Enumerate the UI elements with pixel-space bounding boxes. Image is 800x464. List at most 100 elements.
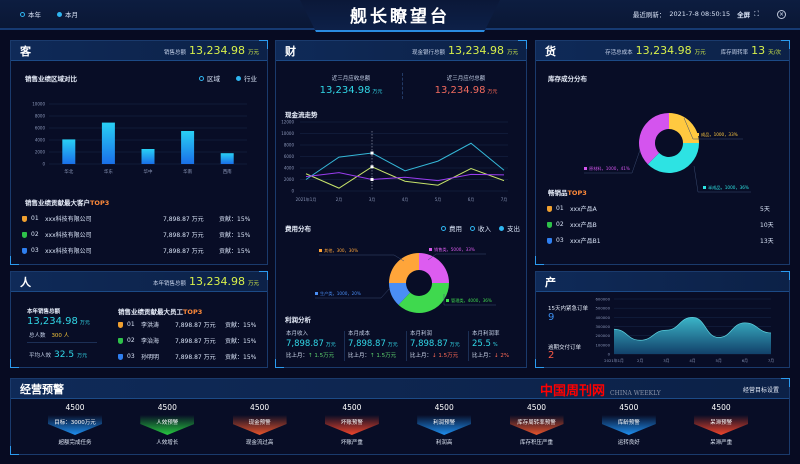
- stat-unit: 万元: [247, 50, 259, 56]
- top-suffix: TOP3: [567, 189, 587, 197]
- rank-row[interactable]: 03 孙明明 7,898.87 万元 贡献：15%: [118, 352, 256, 361]
- people-panel: 人 本年销售总额 13,234.98 万元 本年销售总额 13,234.98 万元 …: [10, 271, 268, 368]
- alert-badge: 呆滞预警: [694, 415, 749, 435]
- expense-legend: 费用 收入 支出: [441, 223, 520, 233]
- x-tick-label: 4月: [689, 358, 695, 363]
- alert-item[interactable]: 4500 利润预警 利润高: [414, 403, 474, 446]
- legend-industry[interactable]: 行业: [236, 73, 257, 83]
- arrow-down-icon: ↓: [494, 353, 499, 359]
- fullscreen-button[interactable]: 全屏: [737, 11, 751, 19]
- rank-row[interactable]: 02 xxx产品B 10天: [547, 220, 774, 229]
- panel-header: 财 现金银行总额 13,234.98 万元: [276, 41, 526, 61]
- top-customers-title: 销售业绩贡献最大客户TOP3: [25, 197, 109, 207]
- rank-row[interactable]: 03 xxx科技有限公司 7,898.87 万元 贡献：15%: [22, 246, 250, 255]
- stat-value: 13,234.98: [189, 275, 245, 288]
- panel-header: 客 销售总额 13,234.98 万元: [11, 41, 267, 61]
- settings-link[interactable]: 经营目标设置: [742, 387, 779, 394]
- leader-line: [427, 253, 486, 261]
- y-tick-label: 10000: [32, 102, 45, 107]
- filter-this-month[interactable]: 本月: [57, 9, 78, 19]
- donut-slice: [669, 113, 699, 143]
- compare-label: 比上月：: [348, 353, 371, 359]
- slice-label: 其他，300，30%: [324, 247, 358, 254]
- x-tick-label: 华东: [104, 168, 113, 175]
- top-title: 销售业绩贡献最大员工: [118, 308, 183, 316]
- legend-income[interactable]: 收入: [470, 223, 491, 233]
- alert-tag: 库存周转率预警: [517, 420, 556, 426]
- stat-label: 销售总额: [163, 50, 186, 56]
- alert-status: 现金流过高: [245, 440, 274, 446]
- name: xxx产品B1: [570, 238, 601, 245]
- rank-row[interactable]: 02 xxx科技有限公司 7,898.87 万元 贡献：15%: [22, 230, 250, 239]
- top-title: 销售业绩贡献最大客户: [25, 199, 90, 207]
- total-value: 13,234.98 万元: [27, 316, 90, 327]
- rank-row[interactable]: 03 xxx产品B1 13天: [547, 236, 774, 245]
- alert-status: 超额完成任务: [58, 440, 92, 446]
- x-tick-label: 7月: [768, 358, 774, 363]
- close-icon[interactable]: ×: [777, 9, 786, 19]
- alert-item[interactable]: 4500 库存周转率预警 库存积压严重: [507, 403, 567, 446]
- filter-this-year[interactable]: 本年: [20, 9, 41, 19]
- slice-label: 管理类，4000，36%: [451, 297, 492, 304]
- rank: 01: [127, 321, 135, 328]
- alert-item[interactable]: 4500 呆滞预警 呆滞严重: [691, 403, 751, 446]
- donut-slice: [389, 283, 411, 305]
- legend-region[interactable]: 区域: [199, 73, 220, 83]
- region-bar-chart: 0 2000 4000 6000 8000 10000 华北 华东 华中 华南 西南: [32, 102, 247, 175]
- alert-tag: 现金预警: [248, 420, 271, 426]
- legend-expense[interactable]: 费用: [441, 223, 462, 233]
- legend-swatch: [703, 186, 706, 189]
- trophy-icon: [22, 247, 27, 254]
- overdue-value: 2: [548, 350, 555, 361]
- panel-header: 产: [536, 272, 789, 292]
- filter-label: 本月: [65, 11, 78, 19]
- stat-value: 13,234.98: [189, 44, 245, 57]
- bar: [141, 149, 155, 164]
- series-line: [305, 172, 505, 182]
- amount: 7,898.87 万元: [163, 232, 204, 239]
- compare-value: 1.5万元: [376, 353, 397, 359]
- stat-label: 存活总成本: [605, 50, 633, 56]
- alert-badge: 库龄预警: [601, 415, 656, 435]
- alert-item[interactable]: 4500 人效预警 人效增长: [137, 403, 197, 446]
- overdue-label: 逾期交付订单: [548, 345, 582, 351]
- rank-row[interactable]: 02 李治海 7,898.87 万元 贡献：15%: [118, 336, 256, 345]
- refresh-label: 最近刷新：: [632, 11, 666, 19]
- top-employees-title: 销售业绩贡献最大员工TOP3: [118, 306, 202, 316]
- goods-stats: 存活总成本 13,234.98 万元 库存周转率 13 天/次: [605, 44, 781, 57]
- stat-label: 库存周转率: [720, 50, 749, 56]
- divider: [27, 342, 97, 343]
- leader-line: [315, 287, 391, 299]
- rank: 01: [556, 205, 564, 212]
- trophy-icon: [118, 321, 123, 328]
- alert-item[interactable]: 4500 现金预警 现金流过高: [230, 403, 290, 446]
- alert-value: 4500: [342, 403, 362, 412]
- share: 贡献：15%: [219, 248, 251, 255]
- headcount: 总人数 300 人: [29, 331, 69, 339]
- x-tick-label: 6月: [742, 358, 748, 363]
- area-line: [613, 316, 772, 341]
- fullscreen-icon[interactable]: ⛶: [754, 9, 759, 18]
- days: 5天: [760, 206, 770, 213]
- alert-value: 4500: [711, 403, 731, 412]
- customer-panel: 客 销售总额 13,234.98 万元 销售业绩区域对比 区域 行业 0 2000 40…: [10, 40, 268, 265]
- days: 10天: [760, 222, 774, 229]
- profit-cell: 本月收入 7,898.87 万元 比上月：↑ 1.5万元: [286, 329, 344, 359]
- rank-row[interactable]: 01 李洪涛 7,898.87 万元 贡献：15%: [118, 320, 256, 329]
- legend-swatch: [696, 133, 699, 136]
- amount: 7,898.87 万元: [175, 354, 216, 361]
- legend-label: 支出: [507, 225, 520, 233]
- name: xxx产品A: [570, 206, 597, 213]
- alert-status: 库存积压严重: [519, 440, 553, 446]
- label: 平均人效: [29, 353, 52, 359]
- panel-title: 产: [545, 276, 556, 289]
- rank-row[interactable]: 01 xxx产品A 5天: [547, 204, 770, 213]
- alert-item[interactable]: 4500 目标：3000万元 超额完成任务: [45, 403, 105, 446]
- stat-unit: 万元: [506, 50, 518, 56]
- rank-row[interactable]: 01 xxx科技有限公司 7,898.87 万元 贡献：15%: [22, 214, 250, 223]
- alert-item[interactable]: 4500 库龄预警 运转良好: [599, 403, 659, 446]
- y-tick-label: 2000: [35, 150, 46, 155]
- alert-item[interactable]: 4500 坏账预警 坏账严重: [322, 403, 382, 446]
- legend-spend[interactable]: 支出: [499, 223, 520, 233]
- arrow-up-icon: ↑: [308, 353, 313, 359]
